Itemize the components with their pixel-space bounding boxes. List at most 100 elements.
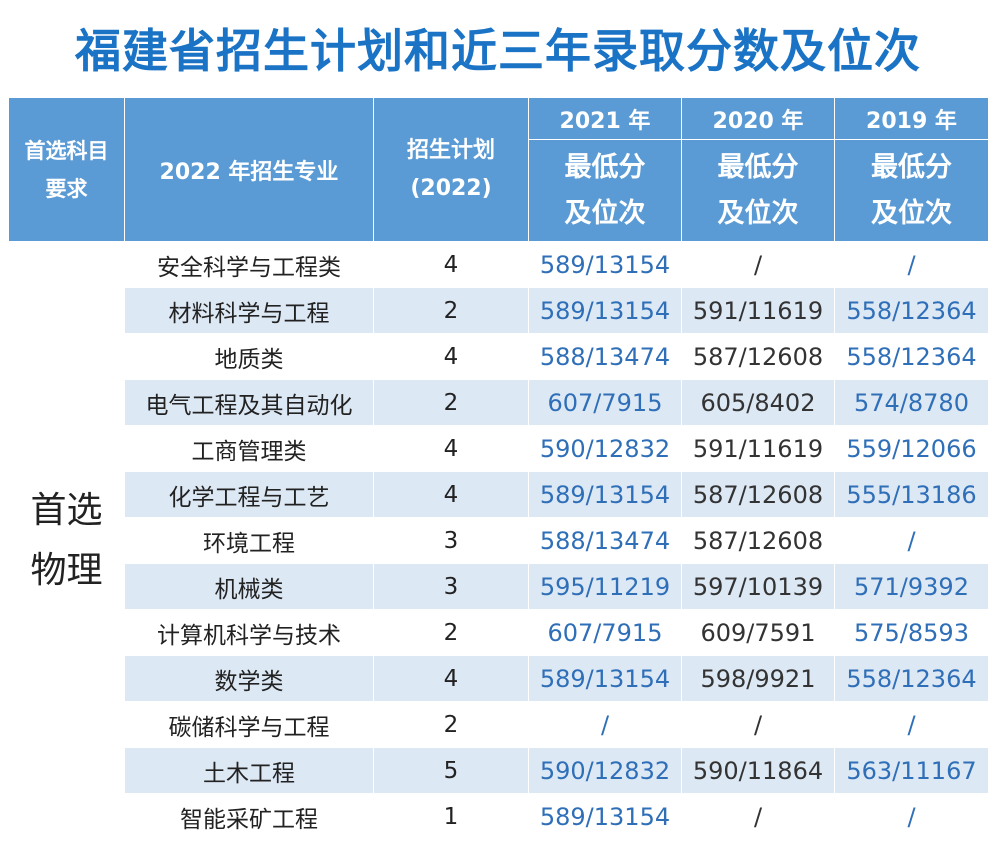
table-body: 首选 物理 安全科学与工程类 4 589/13154// 材料科学与工程 2 589/1315… — [8, 241, 989, 840]
subject-group-line: 首选 — [30, 489, 103, 531]
table-header: 首选科目 要求 2022 年招生专业 招生计划 (2022) 2021 年 20… — [8, 97, 989, 242]
major-cell: 材料科学与工程 — [124, 287, 374, 334]
table-row: 工商管理类 4 590/12832 591/11619 559/12066 — [9, 425, 989, 472]
score-2019-cell: / — [834, 793, 989, 840]
plan-cell: 4 — [373, 471, 529, 518]
header-score-2019: 最低分 及位次 — [834, 139, 989, 242]
admission-table: 首选科目 要求 2022 年招生专业 招生计划 (2022) 2021 年 20… — [8, 97, 989, 840]
score-label-line1: 最低分 — [717, 151, 799, 183]
plan-cell: 4 — [373, 655, 529, 702]
score-2019-cell: 575/8593 — [834, 609, 989, 656]
plan-cell: 3 — [373, 563, 529, 610]
score-2021-cell: 588/13474 — [528, 517, 682, 564]
score-2019-cell: 555/13186 — [834, 471, 989, 518]
table-row: 机械类 3 595/11219 597/10139 571/9392 — [9, 563, 989, 610]
table-row: 化学工程与工艺 4 589/13154 587/12608 555/13186 — [9, 471, 989, 518]
score-2021-cell: 590/12832 — [528, 425, 682, 472]
major-cell: 安全科学与工程类 — [124, 241, 374, 288]
header-year-2021: 2021 年 — [528, 97, 682, 140]
score-2021-cell: 590/12832 — [528, 747, 682, 794]
table-row: 智能采矿工程 1 589/13154// — [9, 793, 989, 840]
major-cell: 地质类 — [124, 333, 374, 380]
major-cell: 碳储科学与工程 — [124, 701, 374, 748]
score-2020-cell: / — [681, 701, 835, 748]
score-2019-cell: 559/12066 — [834, 425, 989, 472]
major-cell: 土木工程 — [124, 747, 374, 794]
score-2020-cell: 587/12608 — [681, 471, 835, 518]
header-plan-line1: 招生计划 — [406, 137, 495, 163]
header-plan: 招生计划 (2022) — [373, 97, 529, 242]
header-subject-requirement: 首选科目 要求 — [8, 97, 125, 242]
score-2021-cell: 588/13474 — [528, 333, 682, 380]
score-2021-cell: 589/13154 — [528, 241, 682, 288]
table-row: 首选 物理 安全科学与工程类 4 589/13154// — [8, 241, 989, 840]
major-cell: 工商管理类 — [124, 425, 374, 472]
header-subject-line2: 要求 — [45, 176, 88, 201]
score-2020-cell: 598/9921 — [681, 655, 835, 702]
score-2019-cell: 558/12364 — [834, 333, 989, 380]
score-label-line2: 及位次 — [871, 197, 952, 229]
plan-cell: 1 — [373, 793, 529, 840]
major-cell: 数学类 — [124, 655, 374, 702]
plan-cell: 2 — [373, 287, 529, 334]
score-label-line1: 最低分 — [564, 151, 646, 183]
score-2021-cell: 589/13154 — [528, 287, 682, 334]
score-2019-cell: / — [834, 701, 989, 748]
plan-cell: 4 — [373, 241, 529, 288]
score-2019-cell: 558/12364 — [834, 655, 989, 702]
plan-cell: 2 — [373, 609, 529, 656]
major-cell: 计算机科学与技术 — [124, 609, 374, 656]
major-cell: 机械类 — [124, 563, 374, 610]
header-score-2020: 最低分 及位次 — [681, 139, 835, 242]
major-cell: 化学工程与工艺 — [124, 471, 374, 518]
header-year-2020: 2020 年 — [681, 97, 835, 140]
header-plan-line2: (2022) — [410, 175, 492, 201]
score-2020-cell: 605/8402 — [681, 379, 835, 426]
score-label-line1: 最低分 — [871, 151, 952, 183]
score-2019-cell: 558/12364 — [834, 287, 989, 334]
major-cell: 电气工程及其自动化 — [124, 379, 374, 426]
score-2020-cell: 591/11619 — [681, 287, 835, 334]
header-score-2021: 最低分 及位次 — [528, 139, 682, 242]
plan-cell: 4 — [373, 333, 529, 380]
table-row: 地质类 4 588/13474 587/12608 558/12364 — [9, 333, 989, 380]
subject-group-line: 物理 — [30, 549, 103, 591]
score-2019-cell: 574/8780 — [834, 379, 989, 426]
score-label-line2: 及位次 — [717, 197, 799, 229]
header-subject-line1: 首选科目 — [24, 138, 109, 163]
table-row: 电气工程及其自动化 2 607/7915 605/8402 574/8780 — [9, 379, 989, 426]
score-2021-cell: 589/13154 — [528, 655, 682, 702]
score-2020-cell: / — [681, 793, 835, 840]
table-row: 计算机科学与技术 2 607/7915 609/7591 575/8593 — [9, 609, 989, 656]
score-2021-cell: 607/7915 — [528, 609, 682, 656]
score-2020-cell: 587/12608 — [681, 333, 835, 380]
score-2021-cell: 607/7915 — [528, 379, 682, 426]
header-year-2019: 2019 年 — [834, 97, 989, 140]
page-title: 福建省招生计划和近三年录取分数及位次 — [75, 24, 921, 78]
table-row: 土木工程 5 590/12832 590/11864 563/11167 — [9, 747, 989, 794]
score-2021-cell: 589/13154 — [528, 471, 682, 518]
score-2019-cell: / — [834, 517, 989, 564]
score-label-line2: 及位次 — [564, 197, 646, 229]
score-2021-cell: 589/13154 — [528, 793, 682, 840]
score-2020-cell: / — [681, 241, 835, 288]
table-row: 材料科学与工程 2 589/13154 591/11619 558/12364 — [9, 287, 989, 334]
score-2020-cell: 591/11619 — [681, 425, 835, 472]
score-2021-cell: 595/11219 — [528, 563, 682, 610]
plan-cell: 4 — [373, 425, 529, 472]
score-2021-cell: / — [528, 701, 682, 748]
score-2020-cell: 609/7591 — [681, 609, 835, 656]
plan-cell: 5 — [373, 747, 529, 794]
score-2020-cell: 597/10139 — [681, 563, 835, 610]
score-2020-cell: 587/12608 — [681, 517, 835, 564]
score-2019-cell: / — [834, 241, 989, 288]
subject-group-cell: 首选 物理 — [8, 241, 125, 840]
table-row: 环境工程 3 588/13474 587/12608/ — [9, 517, 989, 564]
plan-cell: 3 — [373, 517, 529, 564]
header-major: 2022 年招生专业 — [124, 97, 374, 242]
score-2019-cell: 563/11167 — [834, 747, 989, 794]
table-row: 数学类 4 589/13154 598/9921 558/12364 — [9, 655, 989, 702]
major-cell: 环境工程 — [124, 517, 374, 564]
plan-cell: 2 — [373, 379, 529, 426]
score-2020-cell: 590/11864 — [681, 747, 835, 794]
